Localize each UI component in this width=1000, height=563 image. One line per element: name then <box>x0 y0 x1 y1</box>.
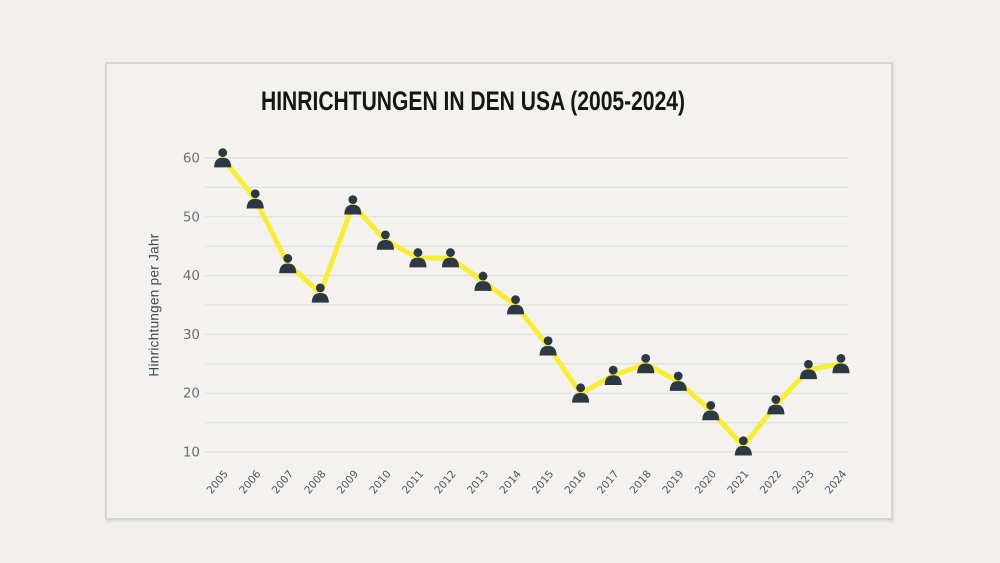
person-icon <box>381 230 390 240</box>
data-point-marker <box>214 148 232 168</box>
chart-title: HINRICHTUNGEN IN DEN USA (2005-2024) <box>201 86 745 117</box>
person-icon <box>348 195 358 205</box>
person-icon-body <box>409 257 427 268</box>
y-tick-label: 30 <box>183 327 200 343</box>
x-tick-label: 2008 <box>302 468 328 496</box>
person-icon-body <box>734 445 752 456</box>
data-point-marker <box>637 354 655 374</box>
line-series <box>220 155 844 449</box>
x-tick-label: 2014 <box>497 468 524 496</box>
person-icon <box>543 336 553 346</box>
person-icon-body <box>702 410 720 421</box>
person-icon-body <box>506 304 525 315</box>
y-tick-label: 40 <box>183 268 200 284</box>
data-point-marker <box>799 359 818 380</box>
x-tick-label: 2022 <box>758 468 784 496</box>
person-icon <box>641 354 651 363</box>
x-tick-label: 2007 <box>270 468 296 496</box>
data-point-marker <box>832 354 850 374</box>
data-point-marker <box>474 271 492 291</box>
person-icon <box>413 248 423 257</box>
x-tick-label: 2017 <box>595 468 621 496</box>
person-icon-body <box>604 375 622 385</box>
data-point-marker <box>539 336 557 356</box>
person-icon <box>478 271 488 281</box>
person-icon-body <box>669 381 687 391</box>
person-icon <box>283 254 293 263</box>
x-tick-label: 2024 <box>823 468 850 496</box>
x-tick-label: 2016 <box>563 468 590 496</box>
data-point-marker <box>441 248 460 268</box>
y-tick-label: 60 <box>183 151 200 167</box>
x-tick-label: 2020 <box>693 468 719 496</box>
person-icon-body <box>279 263 297 274</box>
data-point-marker <box>767 395 785 415</box>
x-tick-label: 2023 <box>790 468 816 496</box>
person-icon-body <box>637 363 655 374</box>
person-icon <box>576 383 586 393</box>
data-point-marker <box>344 195 362 215</box>
data-point-marker <box>669 371 687 391</box>
x-tick-label: 2018 <box>628 468 654 496</box>
data-point-marker <box>279 254 297 274</box>
x-tick-label: 2006 <box>237 468 264 496</box>
x-tick-label: 2011 <box>400 468 426 496</box>
x-tick-label: 2009 <box>335 468 361 496</box>
person-icon-body <box>767 404 785 415</box>
data-point-marker <box>311 283 329 303</box>
data-point-marker <box>572 383 590 403</box>
person-icon-body <box>572 392 590 403</box>
x-tick-label: 2010 <box>367 468 393 496</box>
person-icon <box>804 359 813 369</box>
person-icon <box>706 401 716 410</box>
person-icon-body <box>246 198 264 209</box>
person-icon <box>250 189 260 199</box>
person-icon <box>738 436 748 446</box>
person-icon <box>771 395 781 404</box>
person-icon-body <box>311 292 329 303</box>
y-tick-label: 10 <box>183 445 200 461</box>
data-point-marker <box>604 365 622 385</box>
data-point-marker <box>376 230 394 250</box>
person-icon <box>673 371 683 381</box>
person-icon <box>511 295 520 304</box>
person-icon <box>446 248 455 257</box>
chart-title-text: HINRICHTUNGEN IN DEN USA (2005-2024) <box>260 86 686 116</box>
data-point-marker <box>506 295 525 315</box>
person-icon-body <box>539 345 557 356</box>
line-chart-svg: 10 20 30 40 50 60 2005 2006 2007 2008 2009 2010 2011… <box>183 148 850 496</box>
person-icon-body <box>214 157 232 168</box>
data-point-marker <box>702 401 720 421</box>
x-tick-label: 2021 <box>725 468 751 496</box>
y-tick-label: 20 <box>183 386 200 402</box>
y-tick-label: 50 <box>183 209 200 225</box>
data-point-marker <box>246 189 264 209</box>
data-point-marker <box>734 436 752 456</box>
x-tick-label: 2012 <box>432 468 458 496</box>
person-icon <box>836 354 846 363</box>
person-icon-body <box>376 240 394 250</box>
person-icon-body <box>441 257 460 268</box>
person-icon-body <box>799 369 818 380</box>
x-tick-label: 2015 <box>530 468 556 496</box>
person-icon <box>608 365 618 375</box>
chart-card: HINRICHTUNGEN IN DEN USA (2005-2024) Hin… <box>105 62 893 520</box>
x-tick-label: 2005 <box>205 468 231 496</box>
x-tick-label: 2019 <box>660 468 686 496</box>
x-tick-label: 2013 <box>465 468 491 496</box>
person-icon <box>218 148 228 157</box>
person-icon-body <box>344 204 362 215</box>
data-point-marker <box>409 248 427 268</box>
person-icon-body <box>474 281 492 291</box>
person-icon-body <box>832 363 850 374</box>
person-icon <box>315 283 325 293</box>
